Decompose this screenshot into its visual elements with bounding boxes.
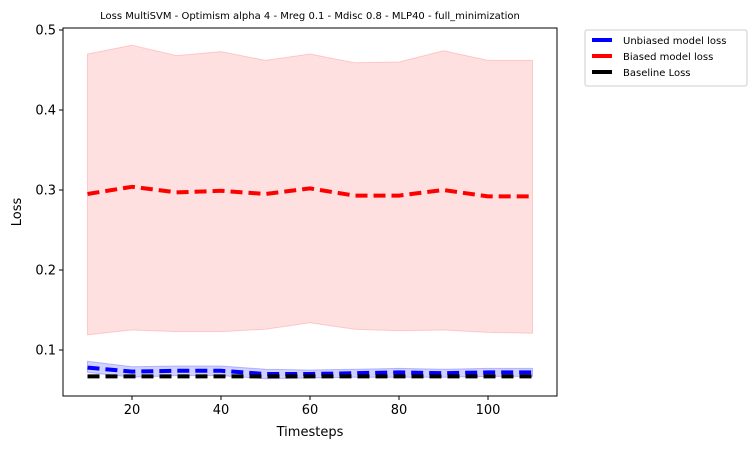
y-axis-label: Loss (10, 198, 25, 227)
legend-box (584, 29, 748, 87)
y-axis-ticks: 0.1 0.2 0.3 0.4 0.5 (35, 24, 63, 359)
y-tick-label: 0.1 (35, 344, 56, 359)
y-tick-label: 0.4 (35, 104, 56, 119)
x-tick-label: 40 (213, 403, 230, 418)
confidence-bands (87, 44, 533, 380)
x-tick-label: 20 (124, 403, 141, 418)
legend-label-biased: Biased model loss (623, 52, 713, 63)
legend-label-baseline: Baseline Loss (623, 68, 691, 79)
line-biased (87, 184, 533, 199)
legend: Unbiased model loss Biased model loss Ba… (584, 29, 748, 87)
line-unbiased (87, 365, 533, 376)
chart-title: Loss MultiSVM - Optimism alpha 4 - Mreg … (100, 11, 520, 22)
x-tick-label: 60 (302, 403, 319, 418)
series-lines (87, 184, 533, 379)
x-tick-label: 80 (391, 403, 408, 418)
y-tick-label: 0.3 (35, 184, 56, 199)
y-tick-label: 0.5 (35, 24, 56, 39)
x-axis-label: Timesteps (276, 425, 344, 440)
legend-label-unbiased: Unbiased model loss (623, 36, 726, 47)
x-axis-ticks: 20 40 60 80 100 (124, 396, 501, 418)
x-tick-label: 100 (476, 403, 501, 418)
y-tick-label: 0.2 (35, 264, 56, 279)
